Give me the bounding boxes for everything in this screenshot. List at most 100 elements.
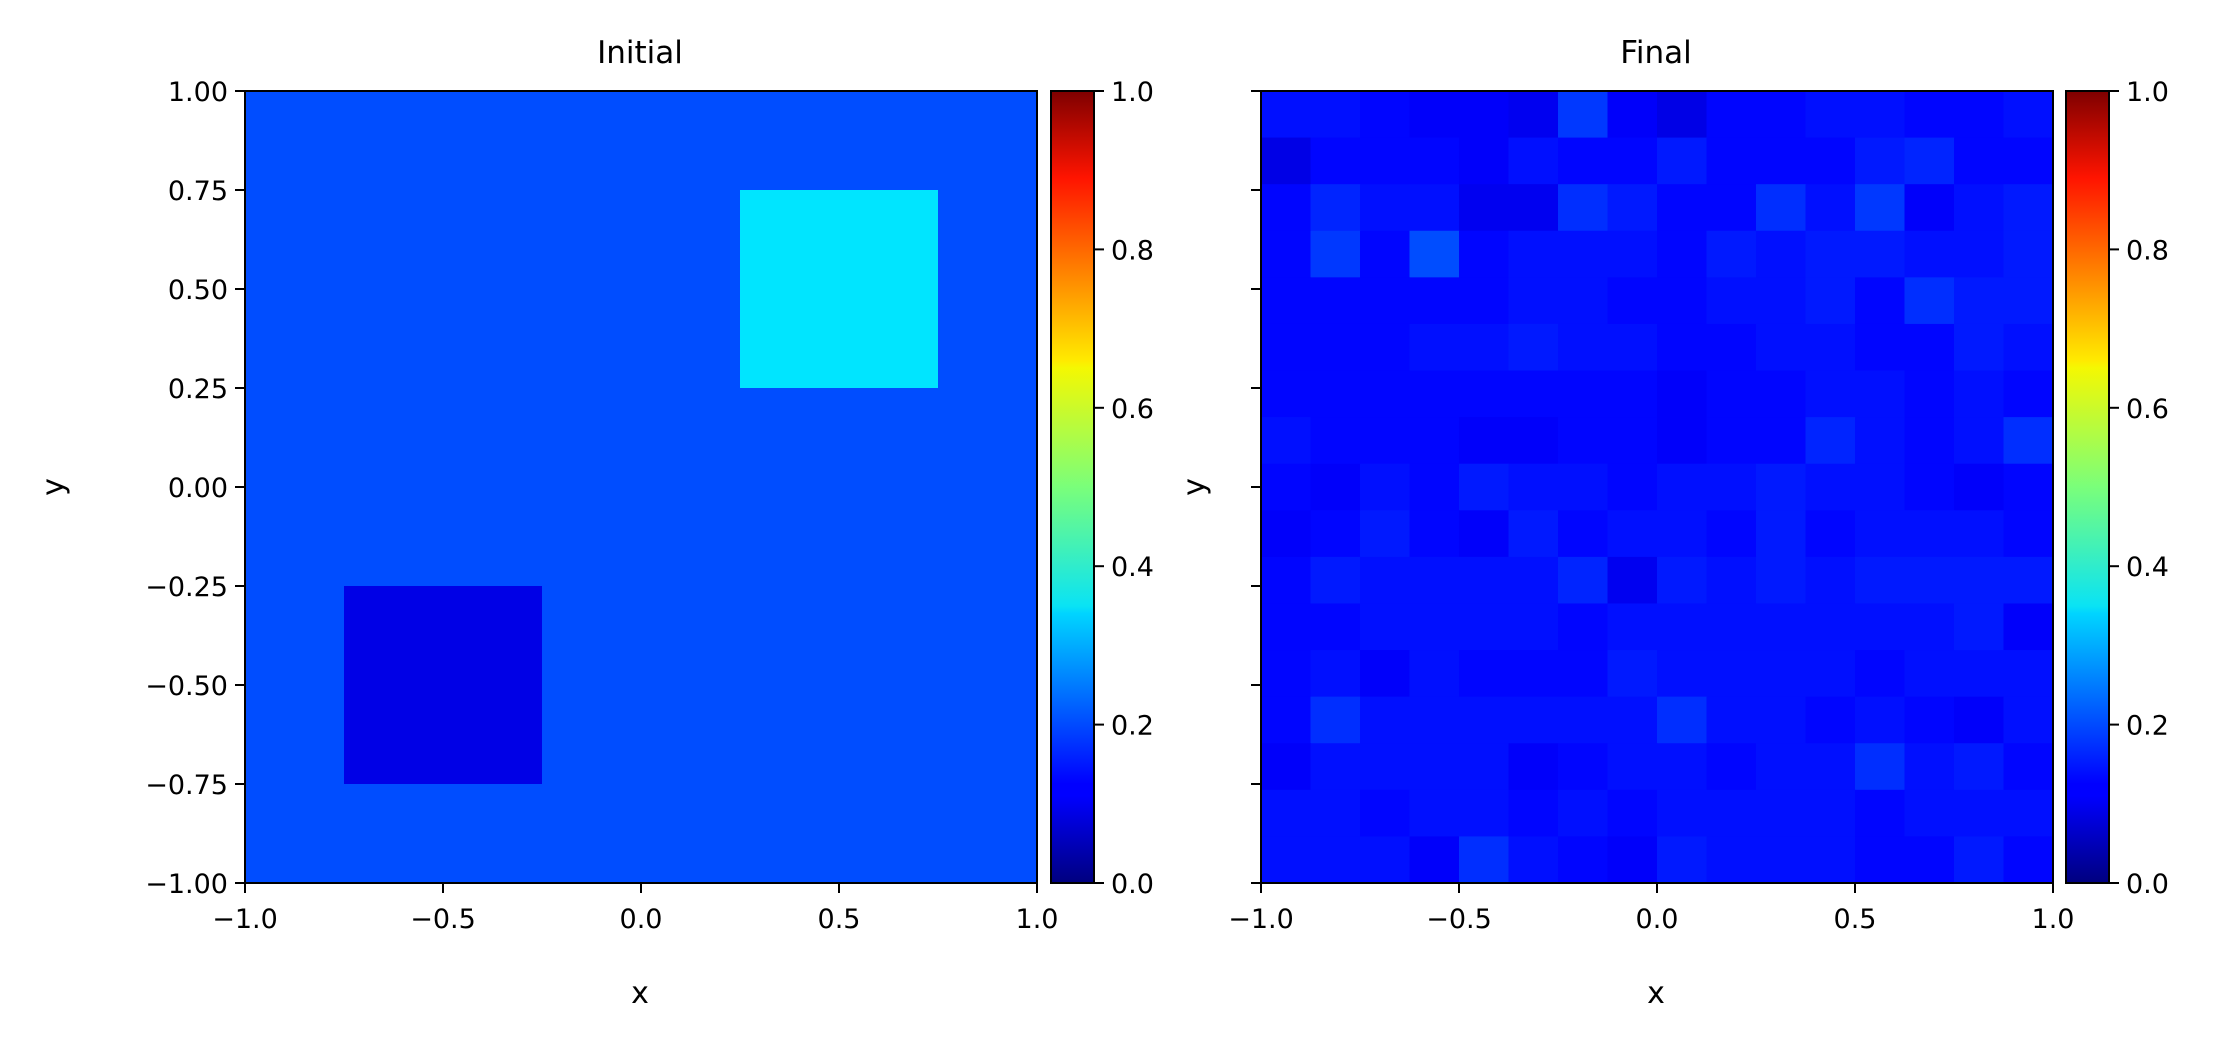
- heatmap-cell: [1607, 650, 1658, 698]
- heatmap-cell: [1756, 650, 1807, 698]
- heatmap-cell: [1360, 463, 1411, 511]
- heatmap-cell: [1508, 230, 1559, 278]
- heatmap-cell: [1261, 510, 1312, 558]
- heatmap-cell: [1607, 91, 1658, 139]
- heatmap-cell: [1954, 650, 2005, 698]
- heatmap-cell: [1459, 743, 1510, 791]
- heatmap-cell: [1261, 743, 1312, 791]
- heatmap-cell: [1706, 417, 1757, 465]
- heatmap-cell: [1657, 184, 1708, 232]
- heatmap-cell: [2003, 323, 2054, 372]
- heatmap-cell: [1805, 789, 1856, 838]
- heatmap-cell: [1607, 510, 1658, 558]
- x-tick-label: 0.0: [620, 904, 663, 935]
- heatmap-cell: [1508, 603, 1559, 651]
- heatmap-cell: [1261, 696, 1312, 744]
- heatmap-cell: [1805, 184, 1856, 232]
- heatmap-cell: [1360, 789, 1411, 838]
- heatmap-cell: [1607, 603, 1658, 651]
- heatmap-cell: [1459, 370, 1510, 418]
- heatmap-cell: [2003, 91, 2054, 139]
- heatmap-cell: [1558, 556, 1609, 605]
- heatmap-cell: [1904, 277, 1955, 325]
- heatmap-cell: [1855, 184, 1906, 232]
- heatmap-cell: [1409, 230, 1460, 278]
- heatmap-cell: [1904, 463, 1955, 511]
- y-tick-label: −0.25: [145, 572, 228, 603]
- heatmap-cell: [1508, 743, 1559, 791]
- colorbar-frame: [2065, 90, 2110, 884]
- heatmap-cell: [1310, 743, 1361, 791]
- heatmap-cell: [1954, 743, 2005, 791]
- colorbar-tick-label: 0.2: [2126, 711, 2169, 742]
- heatmap-cell: [1954, 510, 2005, 558]
- heatmap-cell: [1409, 743, 1460, 791]
- x-tick-label: 0.0: [1636, 904, 1679, 935]
- heatmap-cell: [2003, 836, 2054, 884]
- heatmap-cell: [1310, 696, 1361, 744]
- heatmap-cell: [1409, 510, 1460, 558]
- heatmap-cell: [1310, 556, 1361, 605]
- heatmap-cell: [1508, 650, 1559, 698]
- heatmap-cell: [1657, 836, 1708, 884]
- heatmap-cell: [2003, 650, 2054, 698]
- colorbar-tick-label: 0.4: [1111, 552, 1154, 583]
- heatmap-cell: [1954, 789, 2005, 838]
- heatmap-cell: [1409, 650, 1460, 698]
- heatmap-cell: [1261, 370, 1312, 418]
- heatmap-cell: [1261, 323, 1312, 372]
- heatmap-cell: [1805, 91, 1856, 139]
- heatmap-cell: [1409, 137, 1460, 185]
- heatmap-cell: [1261, 650, 1312, 698]
- heatmap-cell: [1459, 137, 1510, 185]
- colorbar-frame: [1050, 90, 1095, 884]
- heatmap-cell: [1706, 277, 1757, 325]
- heatmap-cell: [1904, 323, 1955, 372]
- heatmap-cell: [1558, 650, 1609, 698]
- heatmap-cell: [2003, 556, 2054, 605]
- heatmap-cell: [1954, 696, 2005, 744]
- heatmap-cell: [1310, 230, 1361, 278]
- heatmap-cell: [1904, 603, 1955, 651]
- heatmap-cell: [1409, 184, 1460, 232]
- heatmap-cell: [1954, 370, 2005, 418]
- heatmap-cell: [1607, 836, 1658, 884]
- y-axis-label: y: [36, 478, 71, 496]
- heatmap-cell: [1360, 91, 1411, 139]
- heatmap-cell: [1756, 836, 1807, 884]
- heatmap-cell: [1904, 370, 1955, 418]
- heatmap-cell: [1459, 230, 1510, 278]
- heatmap-cell: [1459, 91, 1510, 139]
- heatmap-cell: [1459, 836, 1510, 884]
- heatmap-cell: [1756, 137, 1807, 185]
- heatmap-area: [245, 91, 1037, 883]
- heatmap-cell: [1855, 743, 1906, 791]
- x-tick-label: 1.0: [2032, 904, 2075, 935]
- heatmap-cell: [1954, 836, 2005, 884]
- colorbar-tick-label: 0.2: [1111, 711, 1154, 742]
- heatmap-cell: [1855, 696, 1906, 744]
- heatmap-cell: [1508, 370, 1559, 418]
- heatmap-cell: [1607, 184, 1658, 232]
- heatmap-area: [1261, 91, 2054, 884]
- heatmap-cell: [1409, 277, 1460, 325]
- chart-title: Final: [1620, 35, 1691, 71]
- heatmap-cell: [1756, 230, 1807, 278]
- heatmap-cell: [1459, 463, 1510, 511]
- heatmap-cell: [1261, 463, 1312, 511]
- heatmap-cell: [1409, 417, 1460, 465]
- x-tick-label: −1.0: [1228, 904, 1294, 935]
- heatmap-cell: [1360, 836, 1411, 884]
- heatmap-cell: [1508, 556, 1559, 605]
- heatmap-cell: [1756, 510, 1807, 558]
- heatmap-cell: [1261, 184, 1312, 232]
- heatmap-cell: [1954, 230, 2005, 278]
- heatmap-cell: [1904, 137, 1955, 185]
- heatmap-cell: [1805, 696, 1856, 744]
- heatmap-cell: [1310, 603, 1361, 651]
- heatmap-cell: [1706, 836, 1757, 884]
- heatmap-cell: [1657, 603, 1708, 651]
- heatmap-cell: [1855, 789, 1906, 838]
- x-axis-label: x: [631, 976, 649, 1011]
- heatmap-cell: [1409, 556, 1460, 605]
